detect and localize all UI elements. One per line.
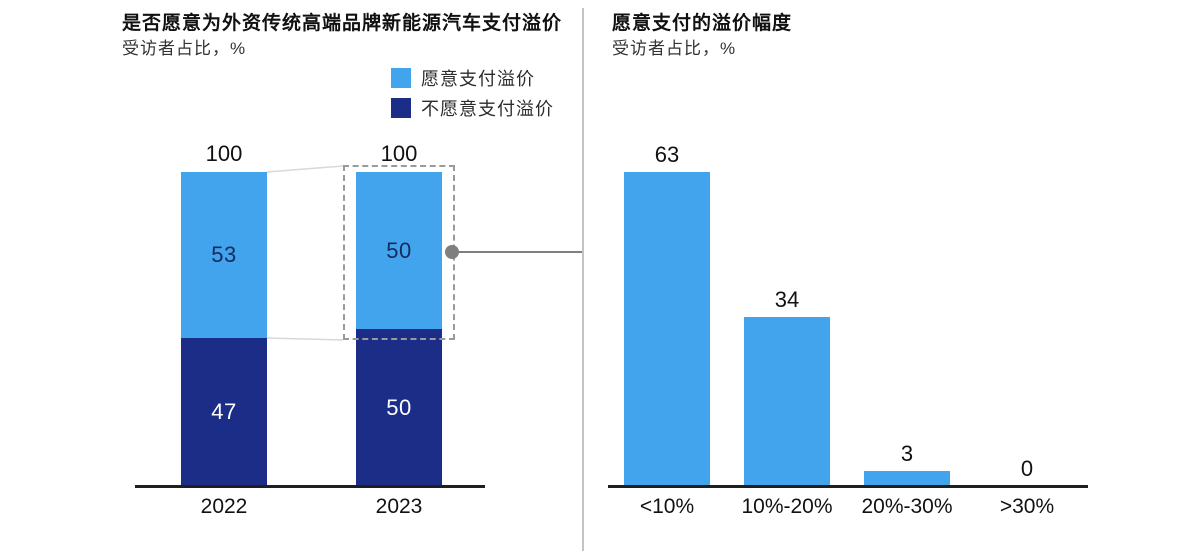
bar-10%-20% (744, 317, 830, 486)
bar-20%-30% (864, 471, 950, 486)
right-chart-subtitle: 受访者占比，% (612, 39, 737, 58)
total-label-2023: 100 (380, 141, 418, 166)
segment-value-label: 50 (386, 237, 412, 263)
highlight-dashed-box (343, 165, 455, 340)
left-x-axis (135, 485, 485, 488)
left-chart-title: 是否愿意为外资传统高端品牌新能源汽车支付溢价 (122, 13, 563, 34)
legend-swatch-light-blue (391, 68, 411, 88)
category-label-2022: 2022 (200, 495, 248, 518)
bar-segment-2022-unwilling: 47 (181, 338, 267, 486)
legend-swatch-navy (391, 98, 411, 118)
category-label-2023: 2023 (375, 495, 423, 518)
segment-value-label: 53 (211, 242, 237, 268)
right-x-axis (608, 485, 1088, 488)
left-chart-subtitle: 受访者占比，% (122, 39, 247, 58)
panel-divider (582, 8, 584, 551)
value-label-<10%: 63 (654, 142, 680, 167)
category-label-<10%: <10% (639, 495, 695, 518)
category-label-20%-30%: 20%-30% (861, 495, 953, 518)
category-label-10%-20%: 10%-20% (741, 495, 833, 518)
segment-value-label: 47 (211, 399, 237, 425)
bar-<10% (624, 172, 710, 486)
legend-label: 愿意支付溢价 (421, 69, 535, 89)
value-label-20%-30%: 3 (900, 441, 914, 466)
value-label-10%-20%: 34 (774, 287, 800, 312)
leader-line-top (266, 165, 344, 173)
legend-item-unwilling: 不愿意支付溢价 (391, 98, 554, 119)
legend-item-willing: 愿意支付溢价 (391, 68, 535, 89)
segment-value-label: 50 (386, 394, 412, 420)
leader-line-bottom (266, 337, 344, 341)
total-label-2022: 100 (205, 141, 243, 166)
bar-segment-2022-willing: 53 (181, 172, 267, 339)
bar-segment-2023-unwilling: 50 (356, 329, 442, 486)
value-label->30%: 0 (1020, 456, 1034, 481)
right-chart-title: 愿意支付的溢价幅度 (612, 13, 793, 34)
legend-label: 不愿意支付溢价 (421, 99, 554, 119)
bar-segment-2023-willing: 50 (356, 172, 442, 329)
category-label->30%: >30% (999, 495, 1055, 518)
